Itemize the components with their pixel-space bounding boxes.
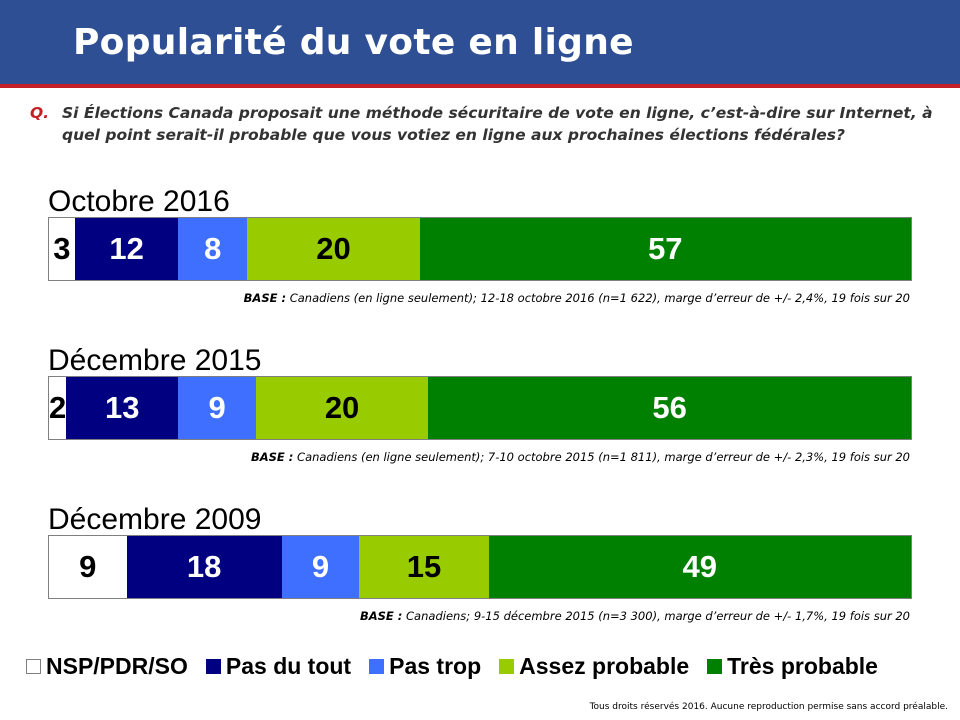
stacked-bar-2: 2 13 9 20 56 [48,376,912,440]
data-label: 20 [324,390,360,425]
data-label: 57 [648,231,683,266]
data-label: 15 [406,549,442,584]
segment-pas-trop: 9 [178,377,256,439]
question-text: Si Élections Canada proposait une méthod… [62,104,933,144]
base-note-label: BASE : [243,291,287,305]
legend-label: Pas trop [389,653,482,679]
data-label: 12 [109,231,144,266]
segment-nsp: 2 [49,377,67,439]
question-label: Q. [30,104,50,122]
chart-title-1: Octobre 2016 [48,185,230,218]
base-note-3: BASE : Canadiens; 9-15 décembre 2015 (n=… [360,609,910,623]
base-note-label: BASE : [359,609,403,623]
legend-label: Assez probable [519,653,690,679]
segment-pas-du-tout: 13 [66,377,179,439]
segment-pas-trop: 9 [281,536,360,598]
legend-swatch [205,659,221,674]
base-note-text: Canadiens (en ligne seulement); 7-10 oct… [297,450,910,464]
legend-item-nsp: NSP/PDR/SO [26,653,188,680]
base-note-text: Canadiens (en ligne seulement); 12-18 oc… [289,291,910,305]
segment-pas-trop: 8 [178,218,248,280]
legend-swatch [707,659,723,674]
chart-title-2: Décembre 2015 [48,344,262,377]
data-label: 9 [311,549,330,584]
data-label: 3 [53,231,71,266]
base-note-2: BASE : Canadiens (en ligne seulement); 7… [251,450,910,464]
slide-header: Popularité du vote en ligne [0,0,960,88]
legend-swatch [26,659,41,674]
legend-label: Pas du tout [225,653,352,679]
data-label: 2 [49,390,67,425]
stacked-bar-1: 3 12 8 20 57 [48,217,912,281]
segment-tres-probable: 57 [419,218,911,280]
segment-pas-du-tout: 12 [74,218,179,280]
segment-nsp: 9 [49,536,127,598]
segment-nsp: 3 [49,218,75,280]
legend-item-tres-probable: Très probable [707,653,878,680]
base-note-label: BASE : [250,450,294,464]
legend-item-assez-probable: Assez probable [499,653,689,680]
data-label: 18 [186,549,222,584]
legend-label: NSP/PDR/SO [46,653,188,679]
data-label: 9 [79,549,97,584]
data-label: 49 [682,549,718,584]
segment-tres-probable: 56 [428,377,911,439]
page-title: Popularité du vote en ligne [73,22,634,63]
base-note-1: BASE : Canadiens (en ligne seulement); 1… [244,291,910,305]
copyright-notice: Tous droits réservés 2016. Aucune reprod… [589,702,948,712]
data-label: 56 [652,390,687,425]
chart-legend: NSP/PDR/SO Pas du tout Pas trop Assez proba… [26,653,896,680]
legend-item-pas-du-tout: Pas du tout [205,653,352,680]
legend-swatch [499,659,515,674]
chart-title-3: Décembre 2009 [48,503,262,536]
segment-pas-du-tout: 18 [126,536,282,598]
stacked-bar-3: 9 18 9 15 49 [48,535,912,599]
survey-question: Q. Si Élections Canada proposait une mét… [30,102,950,146]
data-label: 8 [204,231,222,266]
legend-label: Très probable [727,653,878,679]
legend-item-pas-trop: Pas trop [369,653,481,680]
legend-swatch [369,659,385,674]
data-label: 9 [208,390,226,425]
data-label: 13 [105,390,140,425]
base-note-text: Canadiens; 9-15 décembre 2015 (n=3 300),… [406,609,910,623]
segment-assez-probable: 20 [247,218,420,280]
segment-assez-probable: 15 [359,536,489,598]
data-label: 20 [316,231,351,266]
segment-tres-probable: 49 [488,536,911,598]
segment-assez-probable: 20 [255,377,429,439]
